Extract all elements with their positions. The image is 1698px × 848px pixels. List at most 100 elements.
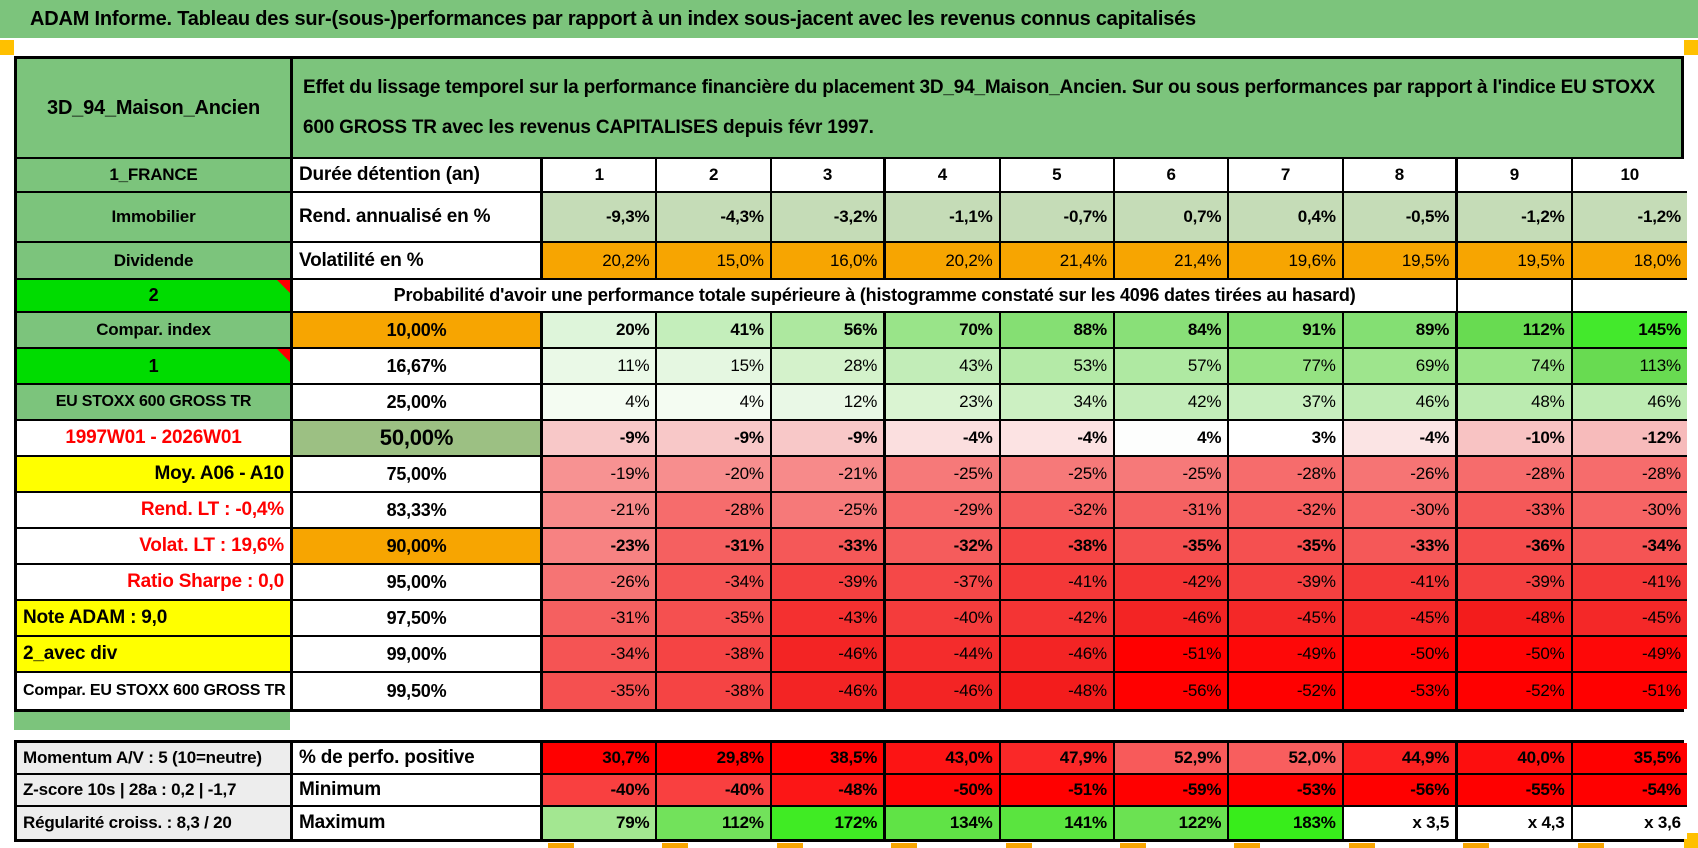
data-cell[interactable]: -35%	[657, 601, 772, 637]
data-cell[interactable]: 89%	[1343, 313, 1459, 349]
data-cell[interactable]: -59%	[1114, 775, 1230, 807]
data-cell[interactable]: 28%	[771, 349, 887, 385]
data-cell[interactable]: 8	[1343, 159, 1459, 193]
data-cell[interactable]: -9,3%	[543, 193, 658, 243]
data-cell[interactable]: -51%	[1572, 673, 1687, 709]
data-cell[interactable]: -34%	[657, 565, 772, 601]
row-label-cell[interactable]: Compar. index	[17, 313, 293, 349]
data-cell[interactable]: -41%	[1572, 565, 1687, 601]
data-cell[interactable]: 52,9%	[1114, 743, 1230, 775]
data-cell[interactable]: -9%	[771, 421, 887, 457]
data-cell[interactable]: -31%	[1114, 493, 1230, 529]
data-cell[interactable]: x 3,6	[1572, 807, 1687, 839]
row-label-cell[interactable]: Immobilier	[17, 193, 293, 243]
metric-label-cell[interactable]: Minimum	[293, 775, 543, 807]
data-cell[interactable]: -34%	[543, 637, 658, 673]
row-label-cell[interactable]: Note ADAM : 9,0	[17, 601, 293, 637]
data-cell[interactable]: 141%	[1000, 807, 1115, 839]
data-cell[interactable]: -1,2%	[1458, 193, 1573, 243]
data-cell[interactable]: 56%	[771, 313, 887, 349]
empty-cell[interactable]	[1572, 280, 1687, 313]
data-cell[interactable]: 70%	[886, 313, 1001, 349]
metric-label-cell[interactable]: 50,00%	[293, 421, 543, 457]
data-cell[interactable]: 18,0%	[1572, 243, 1687, 280]
metric-label-cell[interactable]: 10,00%	[293, 313, 543, 349]
empty-cell[interactable]	[1458, 280, 1573, 313]
data-cell[interactable]: -4%	[886, 421, 1001, 457]
data-cell[interactable]: -28%	[1229, 457, 1344, 493]
data-cell[interactable]: -9%	[657, 421, 772, 457]
data-cell[interactable]: -50%	[1343, 637, 1459, 673]
data-cell[interactable]: 183%	[1229, 807, 1344, 839]
data-cell[interactable]: -52%	[1229, 673, 1344, 709]
row-label-cell[interactable]: Momentum A/V : 5 (10=neutre)	[17, 743, 293, 775]
metric-label-cell[interactable]: 97,50%	[293, 601, 543, 637]
data-cell[interactable]: -30%	[1572, 493, 1687, 529]
data-cell[interactable]: -42%	[1114, 565, 1230, 601]
probability-caption-cell[interactable]: Probabilité d'avoir une performance tota…	[293, 280, 1459, 313]
data-cell[interactable]: -38%	[1000, 529, 1115, 565]
data-cell[interactable]: 21,4%	[1114, 243, 1230, 280]
data-cell[interactable]: 112%	[1458, 313, 1573, 349]
data-cell[interactable]: -54%	[1572, 775, 1687, 807]
data-cell[interactable]: 74%	[1458, 349, 1573, 385]
metric-label-cell[interactable]: 75,00%	[293, 457, 543, 493]
metric-label-cell[interactable]: Durée détention (an)	[293, 159, 543, 193]
data-cell[interactable]: -35%	[1229, 529, 1344, 565]
data-cell[interactable]: 172%	[771, 807, 887, 839]
data-cell[interactable]: 4%	[543, 385, 658, 421]
metric-label-cell[interactable]: Rend. annualisé en %	[293, 193, 543, 243]
row-label-cell[interactable]: Z-score 10s | 28a : 0,2 | -1,7	[17, 775, 293, 807]
data-cell[interactable]: 113%	[1572, 349, 1687, 385]
data-cell[interactable]: -39%	[1229, 565, 1344, 601]
data-cell[interactable]: 41%	[657, 313, 772, 349]
data-cell[interactable]: 34%	[1000, 385, 1115, 421]
data-cell[interactable]: 6	[1114, 159, 1230, 193]
metric-label-cell[interactable]: % de perfo. positive	[293, 743, 543, 775]
data-cell[interactable]: 57%	[1114, 349, 1230, 385]
data-cell[interactable]: 10	[1572, 159, 1687, 193]
data-cell[interactable]: 43,0%	[886, 743, 1001, 775]
data-cell[interactable]: -56%	[1343, 775, 1459, 807]
data-cell[interactable]: 145%	[1572, 313, 1687, 349]
data-cell[interactable]: 30,7%	[543, 743, 658, 775]
data-cell[interactable]: -40%	[543, 775, 658, 807]
data-cell[interactable]: 4%	[657, 385, 772, 421]
data-cell[interactable]: 20,2%	[543, 243, 658, 280]
data-cell[interactable]: 29,8%	[657, 743, 772, 775]
data-cell[interactable]: -46%	[771, 673, 887, 709]
data-cell[interactable]: -28%	[1572, 457, 1687, 493]
data-cell[interactable]: x 3,5	[1343, 807, 1459, 839]
data-cell[interactable]: 35,5%	[1572, 743, 1687, 775]
data-cell[interactable]: -32%	[886, 529, 1001, 565]
data-cell[interactable]: -21%	[771, 457, 887, 493]
data-cell[interactable]: -9%	[543, 421, 658, 457]
data-cell[interactable]: 2	[657, 159, 772, 193]
data-cell[interactable]: 16,0%	[771, 243, 887, 280]
data-cell[interactable]: -35%	[1114, 529, 1230, 565]
metric-label-cell[interactable]: Maximum	[293, 807, 543, 839]
row-label-cell[interactable]: 1997W01 - 2026W01	[17, 421, 293, 457]
metric-label-cell[interactable]: 83,33%	[293, 493, 543, 529]
row-label-cell[interactable]: 1_FRANCE	[17, 159, 293, 193]
data-cell[interactable]: -33%	[771, 529, 887, 565]
data-cell[interactable]: -38%	[657, 637, 772, 673]
data-cell[interactable]: 79%	[543, 807, 658, 839]
data-cell[interactable]: 112%	[657, 807, 772, 839]
data-cell[interactable]: -39%	[771, 565, 887, 601]
data-cell[interactable]: -53%	[1229, 775, 1344, 807]
data-cell[interactable]: -49%	[1229, 637, 1344, 673]
data-cell[interactable]: 53%	[1000, 349, 1115, 385]
data-cell[interactable]: -23%	[543, 529, 658, 565]
data-cell[interactable]: -40%	[657, 775, 772, 807]
data-cell[interactable]: -37%	[886, 565, 1001, 601]
data-cell[interactable]: -25%	[886, 457, 1001, 493]
data-cell[interactable]: -21%	[543, 493, 658, 529]
data-cell[interactable]: -36%	[1458, 529, 1573, 565]
data-cell[interactable]: 20,2%	[886, 243, 1001, 280]
data-cell[interactable]: -55%	[1458, 775, 1573, 807]
data-cell[interactable]: -4%	[1343, 421, 1459, 457]
data-cell[interactable]: 15,0%	[657, 243, 772, 280]
data-cell[interactable]: 52,0%	[1229, 743, 1344, 775]
product-name-cell[interactable]: 3D_94_Maison_Ancien	[17, 59, 293, 159]
